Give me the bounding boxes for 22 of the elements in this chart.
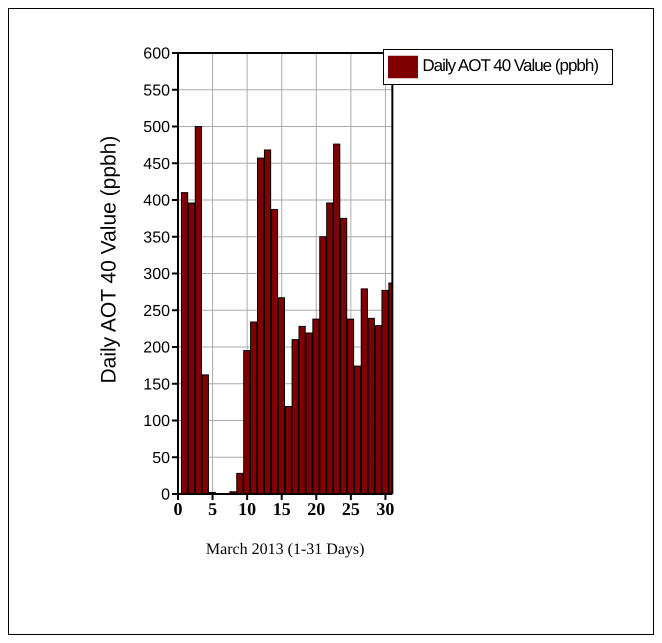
y-tick-label: 250 [143,302,170,320]
x-tick-label: 25 [342,498,360,519]
y-tick-label: 600 [143,46,170,63]
y-tick-label: 100 [143,413,170,430]
x-tick-label: 20 [307,498,326,519]
y-axis-title: Daily AOT 40 Value (ppbh) [97,136,120,384]
y-tick-label: 0 [161,486,170,504]
y-tick-label: 150 [143,376,170,394]
y-tick-label: 550 [143,82,170,100]
y-tick-label: 500 [143,119,170,136]
x-tick-label: 5 [208,498,218,519]
x-tick-label: 15 [272,498,291,519]
y-tick-label: 350 [143,229,170,246]
y-tick-label: 200 [143,340,170,357]
y-tick-label: 50 [152,450,170,467]
x-tick-label: 30 [376,498,394,519]
y-tick-label: 400 [143,192,170,210]
y-tick-label: 300 [143,266,170,284]
x-axis-title: March 2013 (1-31 Days) [206,541,364,558]
x-tick-label: 10 [238,498,256,519]
legend-label: Daily AOT 40 Value (ppbh) [422,56,598,75]
y-tick-label: 450 [143,156,170,173]
